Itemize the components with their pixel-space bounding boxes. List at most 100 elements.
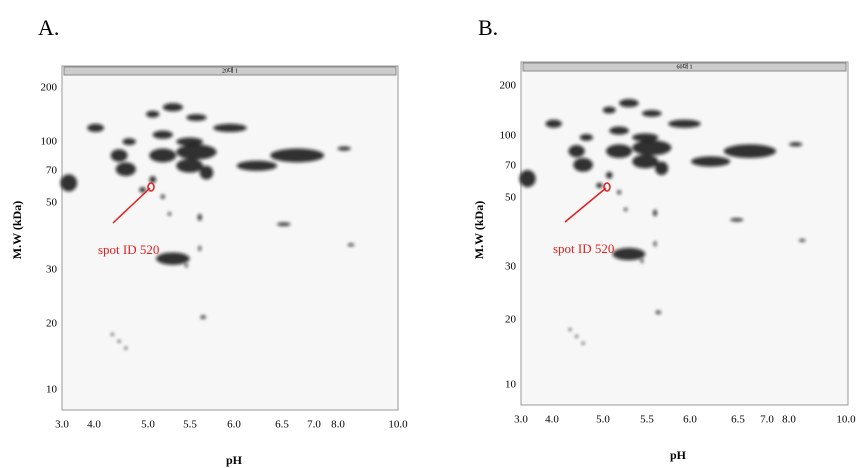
x-tick-label: 3.0 <box>55 419 69 431</box>
x-tick-label: 5.0 <box>141 419 155 431</box>
gel-spot <box>798 238 806 242</box>
x-axis-label: pH <box>226 453 243 467</box>
gel-spot <box>606 171 613 179</box>
gel-spot <box>60 174 78 192</box>
gel-spot <box>596 182 603 189</box>
gel-spot <box>655 161 669 176</box>
gel-spot <box>162 103 183 112</box>
gel-spot <box>277 222 291 226</box>
panel-label: A. <box>38 15 59 40</box>
x-tick-label: 8.0 <box>782 414 796 426</box>
x-tick-label: 4.0 <box>545 414 559 426</box>
gel-spot <box>602 106 616 114</box>
gel-spot <box>653 209 658 217</box>
gel-spot <box>176 144 217 160</box>
x-tick-label: 6.5 <box>731 414 745 426</box>
x-tick-label: 5.5 <box>640 414 654 426</box>
y-axis-label: M.W (kDa) <box>10 201 24 259</box>
x-tick-label: 6.0 <box>227 419 241 431</box>
gel-spot <box>653 241 657 247</box>
gel-spot <box>198 245 202 252</box>
y-tick-label: 200 <box>41 82 58 94</box>
gel-header: 20대 1 <box>222 66 238 74</box>
gel-spot <box>632 133 659 142</box>
gel-spot <box>139 187 146 193</box>
x-tick-label: 6.0 <box>683 414 697 426</box>
panel-label: B. <box>478 15 498 40</box>
gel-spot <box>197 213 202 221</box>
x-tick-label: 8.0 <box>331 419 345 431</box>
gel-spot <box>632 140 672 156</box>
x-tick-label: 4.0 <box>87 419 101 431</box>
y-axis-label: M.W (kDa) <box>472 201 486 259</box>
gel-spot <box>691 156 731 167</box>
gel-header-bar <box>63 66 397 76</box>
gel-spot <box>545 119 562 128</box>
x-axis-label: pH <box>670 448 687 462</box>
gel-spot <box>213 123 247 133</box>
annotation: spot ID 520 <box>98 242 159 257</box>
gel-spot <box>581 341 585 345</box>
x-tick-label: 10.0 <box>836 414 856 426</box>
annotation-arrow <box>112 187 151 224</box>
gel-image <box>520 61 849 406</box>
gel-spot <box>337 146 351 151</box>
gel-spot <box>236 160 278 171</box>
gel-header-bar <box>522 62 847 72</box>
y-tick-label: 20 <box>46 318 58 330</box>
y-tick-label: 10 <box>46 384 58 396</box>
gel-image <box>61 65 399 411</box>
spot-marker <box>603 182 611 192</box>
y-tick-label: 50 <box>46 197 58 209</box>
annotation: spot ID 520 <box>553 241 614 256</box>
gel-spot <box>186 114 207 122</box>
gel-spot <box>730 218 744 222</box>
y-tick-label: 100 <box>500 130 517 142</box>
gel-spot <box>655 310 661 315</box>
gel-spot <box>176 158 204 173</box>
y-tick-label: 70 <box>505 160 517 172</box>
gel-spot <box>624 207 628 212</box>
gel-spot <box>110 149 128 162</box>
gel-spot <box>617 190 622 195</box>
gel-spot <box>184 263 188 268</box>
gel-spot <box>347 243 355 247</box>
spot-marker <box>147 182 155 192</box>
gel-spot <box>124 346 128 350</box>
gel-spot <box>270 148 325 163</box>
x-tick-label: 5.5 <box>183 419 197 431</box>
y-tick-label: 100 <box>41 136 58 148</box>
gel-spot <box>668 119 701 128</box>
gel-spots <box>519 99 806 345</box>
gel-spot <box>152 130 173 139</box>
gel-spot <box>176 137 204 146</box>
x-tick-label: 6.5 <box>275 419 289 431</box>
gel-spot <box>619 99 639 108</box>
gel-spots <box>60 103 355 350</box>
gel-spot <box>641 110 662 117</box>
y-tick-label: 20 <box>505 314 517 326</box>
gel-spot <box>200 315 206 319</box>
y-tick-label: 30 <box>46 264 58 276</box>
gel-spot <box>117 339 121 343</box>
gel-spot <box>167 212 172 216</box>
x-tick-label: 7.0 <box>307 419 321 431</box>
gel-spot <box>568 145 585 158</box>
gel-spot <box>111 332 114 336</box>
gel-spot <box>573 158 593 172</box>
y-tick-label: 200 <box>500 80 517 92</box>
gel-spot <box>579 134 593 141</box>
gel-spot <box>575 335 578 338</box>
y-tick-label: 30 <box>505 261 517 273</box>
gel-spot <box>115 162 136 177</box>
gel-spot <box>612 247 646 261</box>
gel-spot <box>199 165 214 180</box>
gel-spot <box>606 144 633 159</box>
gel-spot <box>149 176 157 183</box>
gel-spot <box>568 328 572 331</box>
gel-spot <box>640 258 644 263</box>
gel-spot <box>160 194 165 199</box>
gel-spot <box>156 252 190 265</box>
y-tick-label: 50 <box>505 192 517 204</box>
